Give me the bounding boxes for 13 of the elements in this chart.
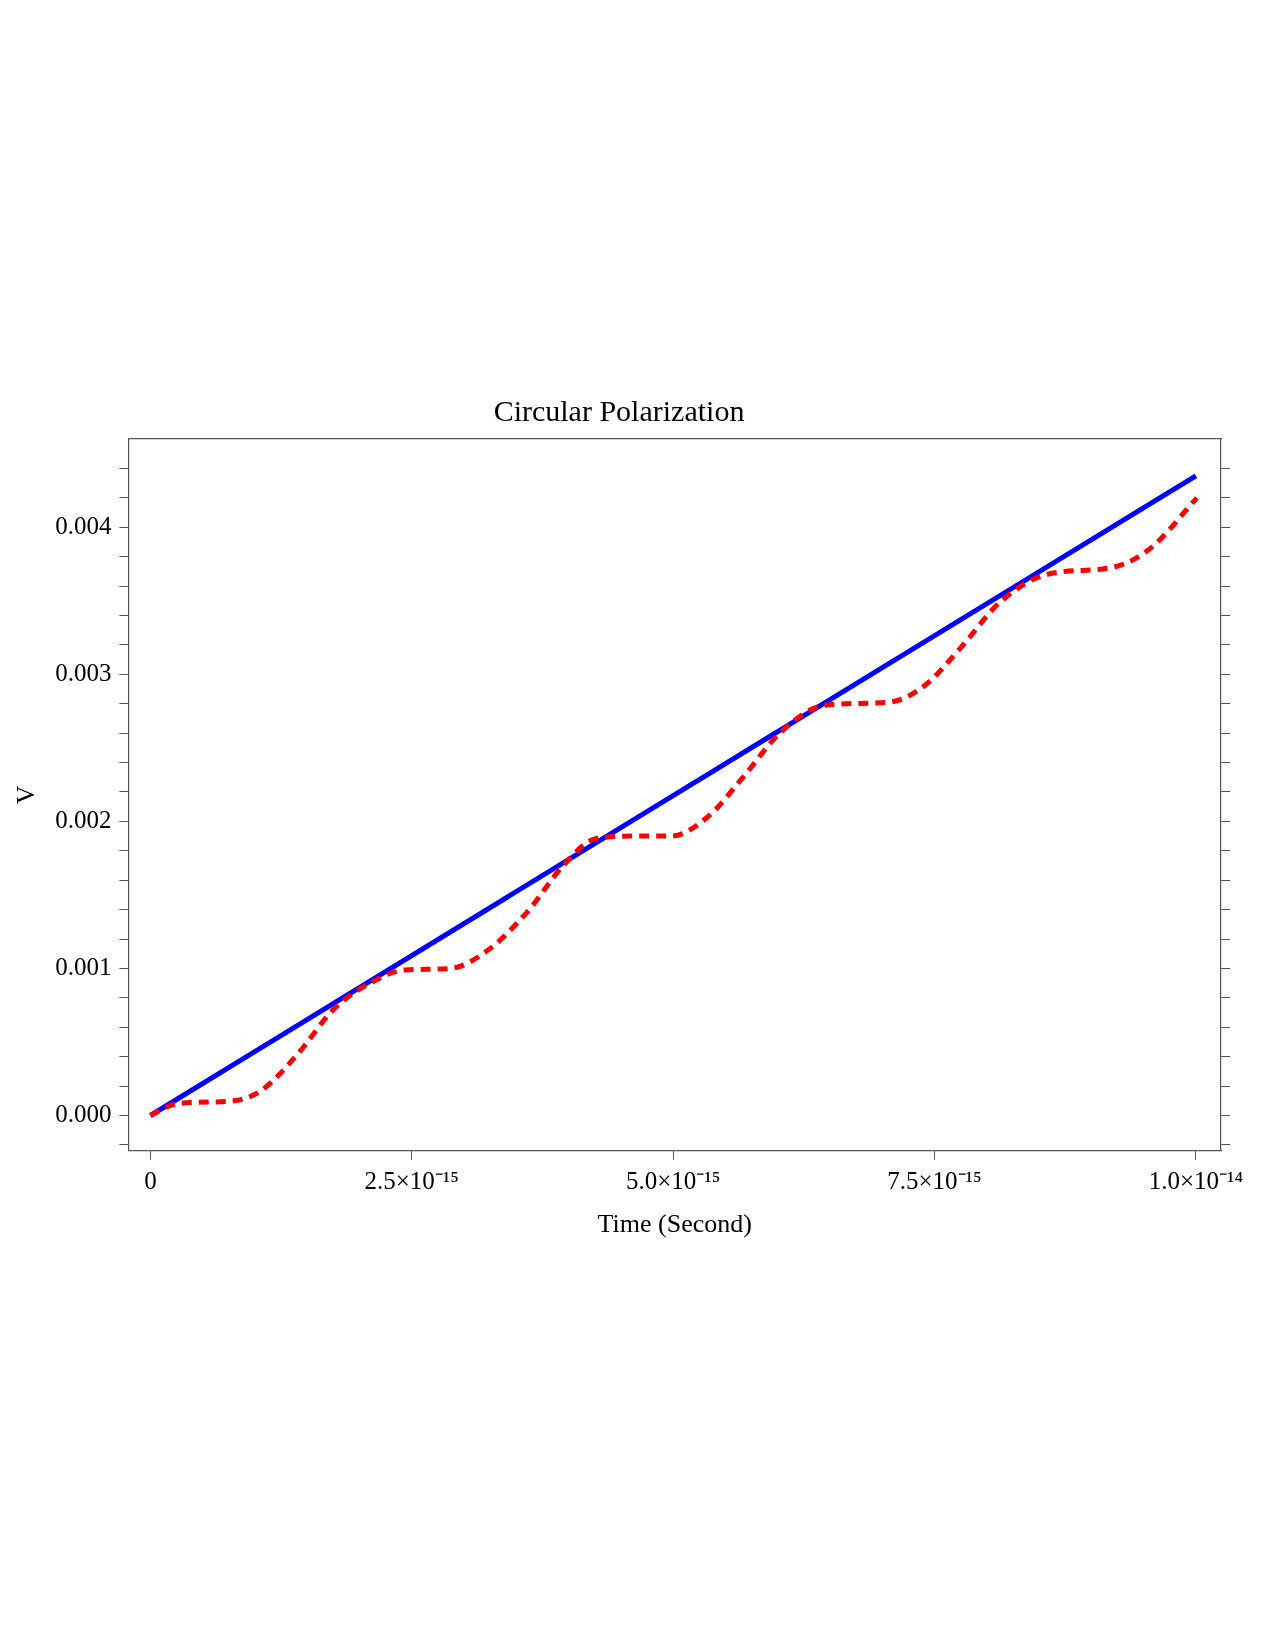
x-axis-title: Time (Second) (597, 1209, 752, 1239)
chart-title: Circular Polarization (493, 393, 745, 427)
x-tick-label: 7.5×10⁻¹⁵ (887, 1167, 982, 1195)
y-tick-label: 0.000 (55, 1100, 112, 1128)
y-axis-title: V (11, 785, 41, 805)
y-tick-label: 0.001 (55, 953, 112, 980)
y-tick-label: 0.002 (55, 805, 112, 833)
x-tick-label: 2.5×10⁻¹⁵ (364, 1167, 460, 1195)
y-tick-label: 0.003 (55, 658, 112, 686)
x-tick-label: 1.0×10⁻¹⁴ (1148, 1167, 1244, 1195)
x-tick-label: 5.0×10⁻¹⁵ (625, 1167, 721, 1195)
x-tick-label: 0 (144, 1167, 157, 1195)
y-tick-label: 0.004 (55, 511, 112, 539)
